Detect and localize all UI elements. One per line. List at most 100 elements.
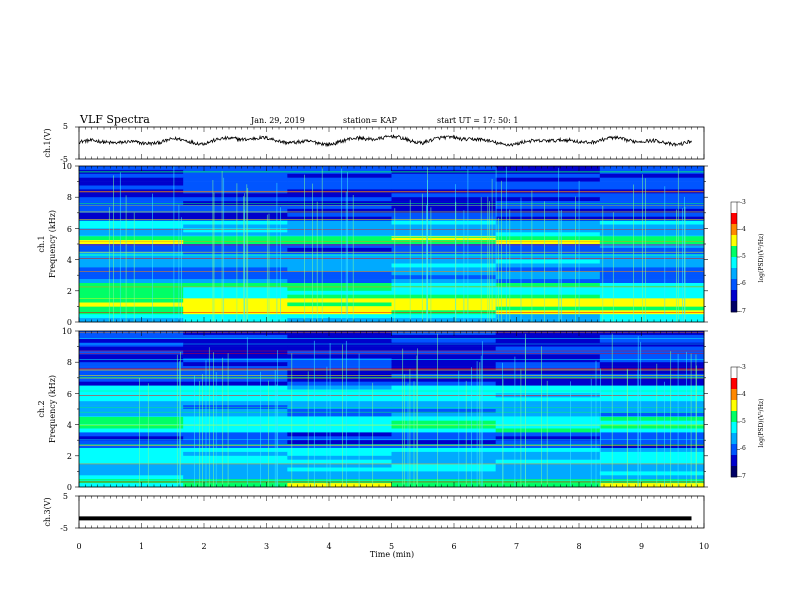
ch2-spec-cell — [79, 331, 184, 336]
ch1-spec-cell — [79, 166, 184, 171]
ch2-spec-cell — [495, 331, 601, 336]
ch1-voltage-panel: 5 -5 ch.1(V) — [43, 122, 705, 164]
ch2-spec-cell — [183, 451, 288, 457]
ch2-spec-cell — [599, 350, 705, 355]
ch2-spec-cell — [183, 342, 288, 347]
ch1-spec-cell — [287, 208, 392, 214]
ch1-spec-cell — [599, 185, 705, 190]
ch2-spec-cell — [287, 412, 392, 418]
ch1-spec-cell — [599, 177, 705, 182]
ch1-spec-cell — [495, 294, 601, 299]
ch1-spec-cell — [495, 197, 601, 202]
ch2-colorbar-swatch — [731, 411, 737, 423]
ch2-spec-cell — [183, 350, 288, 355]
ch1-spec-cell — [287, 275, 392, 280]
ch1-spec-cell — [495, 181, 601, 186]
ch2-spectrogram-panel: ch.2 Frequency (kHz) 0 2 4 6 8 10 -3 -4 … — [37, 327, 765, 492]
ch2-spec-cell — [287, 358, 392, 363]
ch1-spec-cell — [391, 259, 497, 264]
ch1-spec-cell — [495, 208, 601, 214]
ch2-spec-cell — [79, 342, 184, 347]
ch1-spec-cell — [287, 181, 392, 186]
ch1-spec-cell — [599, 259, 705, 264]
ch2-spec-cell — [495, 479, 601, 484]
ch1-spec-cell — [183, 306, 288, 311]
ch1-spec-cell — [79, 283, 184, 288]
ch2-spec-cell — [183, 381, 288, 386]
ch1-spec-cell — [599, 205, 705, 210]
ch1-spec-cell — [287, 228, 392, 233]
ch1-spec-cell — [79, 314, 184, 319]
ch2-spec-cell — [79, 467, 184, 472]
ch2-spec-cell — [495, 455, 601, 460]
ch1-spec-cell — [599, 318, 705, 323]
ch2-ytick-10: 10 — [62, 327, 72, 336]
ch1-spec-cell — [79, 318, 184, 323]
ch2-spec-cell — [79, 459, 184, 464]
ch2-spec-cell — [391, 440, 497, 445]
ch1-spec-cell — [287, 205, 392, 210]
ch2-spec-cell — [391, 362, 497, 367]
ch2-spec-cell — [391, 428, 497, 433]
station-label: station= KAP — [343, 116, 398, 125]
ch1-spec-cell — [495, 267, 601, 272]
ch2-spec-cell — [287, 389, 392, 394]
ch1-spec-cell — [391, 216, 497, 221]
cb1-label: log(PSD)(V²/Hz) — [758, 234, 765, 283]
ch2-spec-cell — [599, 358, 705, 363]
ch2-spec-cell — [495, 389, 601, 394]
ch2-spec-cell — [599, 436, 705, 441]
ch1-spec-cell — [599, 271, 705, 276]
ch2-spec-cell — [599, 381, 705, 386]
ch1-spec-cell — [599, 286, 705, 292]
ch2-spec-cell — [183, 424, 288, 429]
ch2-spec-cell — [391, 350, 497, 355]
ch1-ytick-6: 6 — [67, 225, 72, 234]
ch2-spec-cell — [495, 342, 601, 347]
ch1-spec-cell — [495, 302, 601, 307]
ch1-spec-cell — [391, 310, 497, 315]
ch1-spec-cell — [599, 247, 705, 253]
ch2-spec-cell — [599, 420, 705, 425]
ch2-spec-cell — [495, 358, 601, 363]
ch2-spec-cell — [183, 334, 288, 340]
ch2-spec-cell — [599, 412, 705, 418]
ch2-spec-cell — [183, 397, 288, 402]
ch2-spec-cell — [183, 346, 288, 351]
ch1-spec-cell — [79, 279, 184, 284]
ch1-ytick-0: 0 — [67, 318, 72, 327]
ch1-voltage-ylabel: ch.1(V) — [43, 128, 52, 157]
start-time-label: start UT = 17: 50: 1 — [437, 116, 518, 125]
ch2-spec-cell — [287, 432, 392, 437]
x-tick-label: 1 — [139, 542, 144, 551]
ch1-spec-cell — [79, 232, 184, 237]
ch2-spec-cell — [391, 424, 497, 429]
ch2-spec-cell — [495, 338, 601, 343]
ch1-spec-cell — [183, 286, 288, 292]
ch1-spec-cell — [183, 236, 288, 241]
ch2-spec-cell — [599, 370, 705, 375]
ch1-spec-cell — [391, 302, 497, 307]
ch1-colorbar-swatch — [731, 235, 737, 247]
ch1-spec-cell — [79, 177, 184, 182]
ch2-spec-cell — [495, 432, 601, 437]
ch2-spec-cell — [287, 331, 392, 336]
ch2-spec-cell — [79, 432, 184, 437]
ch2-spec-cell — [79, 346, 184, 351]
ch2-spec-cell — [495, 483, 601, 488]
ch2-spec-cell — [287, 475, 392, 480]
ch1-spec-cell — [287, 177, 392, 182]
ch1-ytick-top: 5 — [63, 122, 68, 131]
ch2-spec-cell — [391, 377, 497, 382]
x-tick-label: 7 — [514, 542, 519, 551]
ch2-spec-cell — [391, 448, 497, 453]
ch1-spec-cell — [79, 193, 184, 198]
ch1-spectrogram-panel: ch.1 Frequency (kHz) 0 2 4 6 8 10 -3 -4 … — [37, 162, 765, 327]
ch2-spec-cell — [287, 444, 392, 449]
ch1-spec-cell — [599, 283, 705, 288]
ch1-spec-cell — [79, 290, 184, 295]
ch2-spec-cell — [495, 385, 601, 390]
ch2-spec-cell — [495, 370, 601, 375]
ch2-spec-cell — [495, 354, 601, 359]
ch2-spec-cell — [599, 483, 705, 488]
